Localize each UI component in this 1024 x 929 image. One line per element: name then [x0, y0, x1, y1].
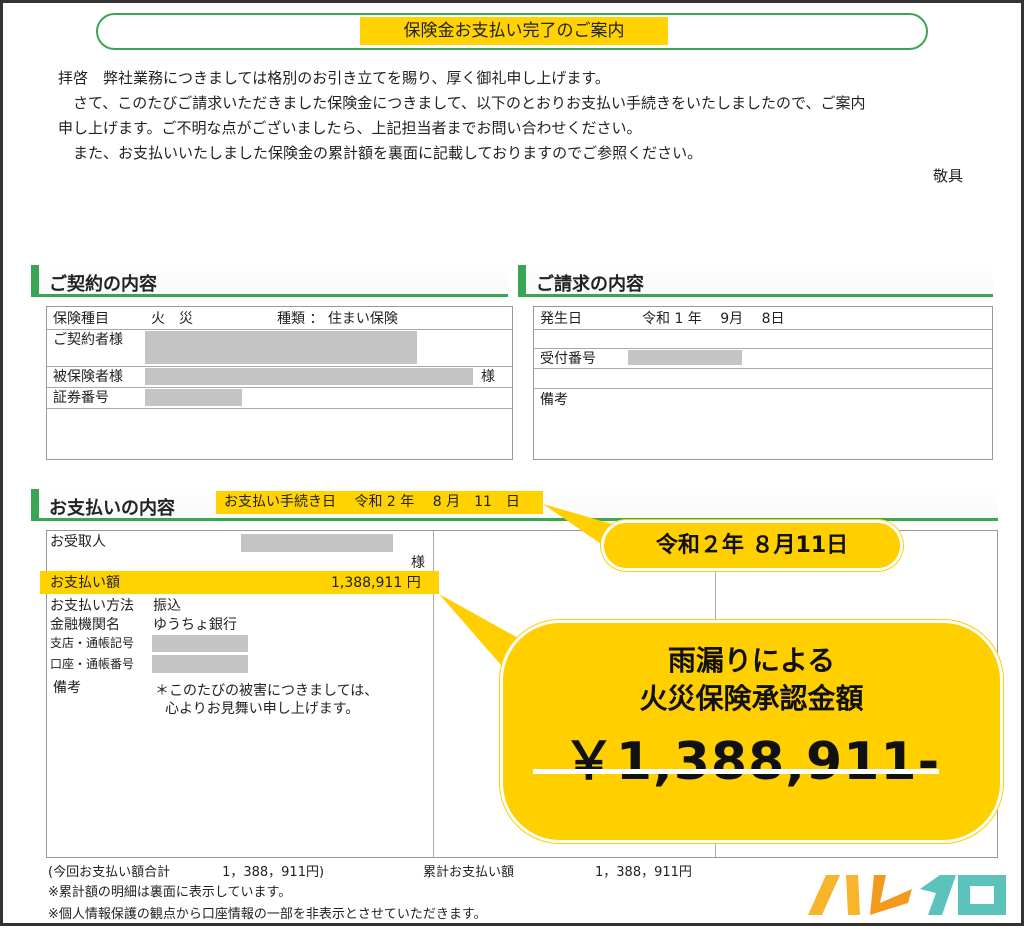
account-label: 口座・通帳番号: [50, 657, 135, 671]
footer-note: ※個人情報保護の観点から口座情報の一部を非表示とさせていただきます。: [48, 907, 487, 922]
letter-closing: 敬具: [933, 167, 964, 185]
recipient-suffix: 様: [411, 555, 425, 571]
date-callout: 令和２年 ８月11日: [601, 520, 903, 571]
payment-heading: お支払いの内容: [49, 498, 175, 519]
letter-line: 拝啓 弊社業務につきましては格別のお引き立てを賜り、厚く御礼申し上げます。: [58, 69, 610, 87]
occurrence-date-value: 令和 1 年 9月 8日: [642, 311, 785, 327]
claim-table: 発生日 令和 1 年 9月 8日 受付番号 備考: [533, 306, 993, 460]
redacted-receipt: [628, 350, 742, 365]
contract-section-header: ご契約の内容: [31, 265, 508, 297]
total-payment: (今回お支払い額合計 1，388，911円): [48, 865, 325, 880]
notes-line: ＊このたびの被害につきましては、: [155, 683, 379, 699]
amount-underline: [533, 769, 939, 774]
redacted-account: [152, 655, 248, 673]
procedure-date-highlight: お支払い手続き日 令和 2 年 8 月 11 日: [216, 491, 543, 514]
recipient-label: お受取人: [50, 534, 106, 550]
policy-label: 証券番号: [53, 390, 109, 406]
amount-callout: 雨漏りによる 火災保険承認金額 ￥1,388,911-: [500, 620, 1003, 843]
insured-label: 被保険者様: [53, 369, 123, 385]
bank-value: ゆうちょ銀行: [153, 617, 237, 633]
claim-section-header: ご請求の内容: [518, 265, 993, 297]
letter-line: 申し上げます。ご不明な点がございましたら、上記担当者までお問い合わせください。: [58, 119, 642, 137]
receipt-label: 受付番号: [540, 351, 596, 367]
contract-table: 保険種目 火 災 種類 ： 住まい保険 ご契約者様 被保険者様 様 証券番号: [46, 306, 513, 460]
redacted-insured: [145, 368, 473, 385]
cumulative-value: 1，388，911円: [595, 865, 692, 880]
insured-suffix: 様: [481, 369, 495, 385]
contract-heading: ご契約の内容: [49, 274, 157, 295]
method-label: お支払い方法: [50, 598, 134, 614]
claim-heading: ご請求の内容: [536, 274, 644, 295]
notes-line: 心よりお見舞い申し上げます。: [165, 701, 360, 717]
amount-value: 1,388,911 円: [331, 575, 421, 591]
redacted-policy: [145, 389, 242, 406]
footer-note: ※累計額の明細は裏面に表示しています。: [48, 885, 292, 900]
type-label: 保険種目: [53, 311, 109, 327]
occurrence-date-label: 発生日: [540, 311, 582, 327]
amount-label: お支払い額: [50, 575, 120, 591]
claim-notes-label: 備考: [540, 392, 568, 408]
amount-highlight: [40, 571, 439, 594]
letter-line: また、お支払いいたしました保険金の累計額を裏面に記載しておりますのでご参照くださ…: [58, 144, 703, 162]
payment-notes-label: 備考: [53, 680, 81, 696]
harairo-logo: [808, 875, 1006, 915]
callout-line1: 雨漏りによる: [667, 644, 836, 677]
callout-amount: ￥1,388,911-: [562, 732, 941, 792]
redacted-branch: [152, 635, 248, 652]
kind-value: 種類 ： 住まい保険: [277, 311, 398, 327]
callout-line2: 火災保険承認金額: [639, 682, 864, 715]
redacted-holder: [145, 331, 417, 364]
branch-label: 支店・通帳記号: [50, 636, 135, 650]
method-value: 振込: [153, 598, 181, 614]
bank-label: 金融機関名: [50, 617, 120, 633]
holder-label: ご契約者様: [53, 332, 123, 348]
letter-line: さて、このたびご請求いただきました保険金につきまして、以下のとおりお支払い手続き…: [58, 94, 866, 112]
page-title: 保険金お支払い完了のご案内: [360, 17, 668, 45]
cumulative-label: 累計お支払い額: [423, 865, 515, 880]
redacted-recipient: [241, 534, 393, 552]
date-callout-text: 令和２年 ８月11日: [655, 533, 849, 558]
title-frame: [96, 13, 928, 50]
type-value: 火 災: [151, 311, 193, 327]
